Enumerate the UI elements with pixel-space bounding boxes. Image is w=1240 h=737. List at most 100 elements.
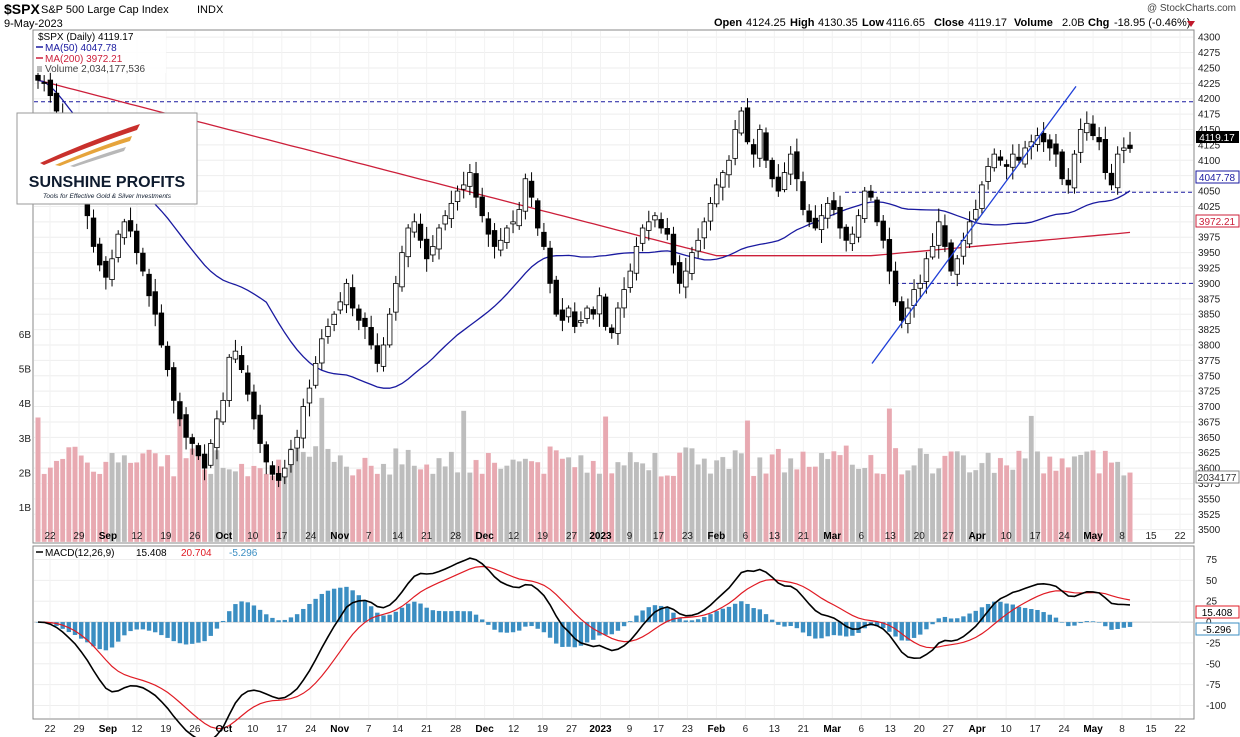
volume-bar xyxy=(133,462,140,543)
legend-ma200: MA(200) 3972.21 xyxy=(45,54,123,65)
volume-bar xyxy=(312,445,319,543)
macd-histogram-bar xyxy=(455,610,460,623)
x-tick-label: Dec xyxy=(475,724,494,735)
candle-body xyxy=(282,467,288,478)
candle-body xyxy=(843,226,849,241)
x-tick-label: 9 xyxy=(627,724,633,735)
candle-body xyxy=(288,449,294,466)
volume-value: 2.0B xyxy=(1062,17,1085,29)
macd-histogram-bar xyxy=(985,603,991,623)
ma200-badge: 3972.21 xyxy=(1195,214,1240,228)
macd-histogram-bar xyxy=(677,618,682,623)
candle-body xyxy=(498,239,504,251)
candle-body xyxy=(423,238,430,260)
x-tick-label: Nov xyxy=(330,531,349,542)
volume-bar xyxy=(991,472,998,543)
candle-body xyxy=(720,172,726,188)
candle-body xyxy=(966,221,973,245)
volume-bar xyxy=(103,461,109,543)
x-tick-label: 27 xyxy=(566,531,578,542)
volume-bar xyxy=(646,469,652,543)
volume-bar xyxy=(325,448,331,543)
macd-histogram-bar xyxy=(1078,622,1083,624)
macd-histogram-bar xyxy=(708,614,713,623)
volume-bar xyxy=(195,454,202,543)
svg-text:2034177: 2034177 xyxy=(1198,473,1237,484)
copyright-text: @ StockCharts.com xyxy=(1147,3,1236,14)
price-tick-label: 3925 xyxy=(1198,264,1221,275)
volume-bar xyxy=(1108,462,1115,543)
candle-body xyxy=(300,406,306,439)
volume-bar xyxy=(861,467,868,543)
x-tick-label: 15 xyxy=(1145,531,1157,542)
macd-histogram-bar xyxy=(140,622,146,630)
candle-body xyxy=(979,184,985,209)
volume-bar xyxy=(818,452,825,543)
macd-legend: MACD(12,26,9) 15.408 20.704 -5.296 xyxy=(36,548,258,559)
volume-bar xyxy=(306,456,313,543)
macd-histogram-bar xyxy=(461,611,466,623)
volume-bar xyxy=(109,452,115,543)
macd-histogram-bar xyxy=(739,601,744,623)
volume-bar xyxy=(979,462,985,543)
volume-tick-label: 5B xyxy=(19,365,32,376)
volume-bar xyxy=(695,464,701,543)
volume-bar xyxy=(121,454,128,543)
volume-bar xyxy=(559,458,566,543)
open-value: 4124.25 xyxy=(746,17,786,29)
candle-body xyxy=(787,153,794,175)
macd-histogram-bar xyxy=(1053,617,1059,623)
volume-bar xyxy=(615,461,621,543)
volume-bar xyxy=(843,445,849,543)
macd-histogram-bar xyxy=(547,622,553,638)
candle-body xyxy=(232,350,239,360)
volume-bar xyxy=(689,447,695,543)
volume-bar xyxy=(960,455,967,543)
macd-histogram-bar xyxy=(918,622,923,635)
x-tick-label: 20 xyxy=(914,531,926,542)
candle-body xyxy=(701,221,708,239)
x-tick-label: 17 xyxy=(1030,531,1042,542)
volume-bar xyxy=(66,446,72,543)
macd-histogram-bar xyxy=(578,622,584,646)
macd-histogram-bar xyxy=(381,615,386,623)
x-tick-label: 7 xyxy=(366,531,372,542)
macd-tick-label: -25 xyxy=(1206,638,1221,649)
volume-bar xyxy=(1034,451,1041,543)
macd-histogram-bar xyxy=(78,622,84,639)
candle-body xyxy=(164,345,171,371)
legend-macd-value: 15.408 xyxy=(136,548,167,559)
candle-body xyxy=(245,372,251,395)
x-tick-label: Apr xyxy=(969,531,986,542)
candle-body xyxy=(985,166,991,182)
macd-line xyxy=(37,557,1131,737)
macd-histogram-bar xyxy=(208,622,213,636)
volume-bar xyxy=(59,458,66,543)
candle-body xyxy=(639,227,646,244)
volume-bar xyxy=(855,468,862,543)
candle-body xyxy=(738,110,745,134)
x-tick-label: 17 xyxy=(276,531,288,542)
x-tick-label: 19 xyxy=(160,531,172,542)
volume-bar xyxy=(214,449,220,543)
price-tick-label: 3550 xyxy=(1198,494,1221,505)
volume-bar xyxy=(473,459,479,543)
macd-histogram-bar xyxy=(480,619,485,623)
candlesticks xyxy=(35,67,1133,488)
volume-bar xyxy=(676,452,683,543)
candle-body xyxy=(572,311,578,327)
macd-histogram-bar xyxy=(905,622,911,641)
volume-bar xyxy=(448,451,455,543)
candle-body xyxy=(405,227,411,258)
macd-tick-label: -75 xyxy=(1206,680,1221,691)
candle-body xyxy=(917,283,923,289)
macd-histogram-bar xyxy=(776,622,781,625)
candle-body xyxy=(257,414,263,444)
open-label: Open xyxy=(714,17,742,29)
volume-bar xyxy=(164,454,171,543)
candle-body xyxy=(886,239,893,272)
x-tick-label: 6 xyxy=(743,724,749,735)
x-tick-label: 27 xyxy=(943,724,955,735)
volume-bar xyxy=(430,473,436,543)
moving-averages xyxy=(37,79,1131,389)
